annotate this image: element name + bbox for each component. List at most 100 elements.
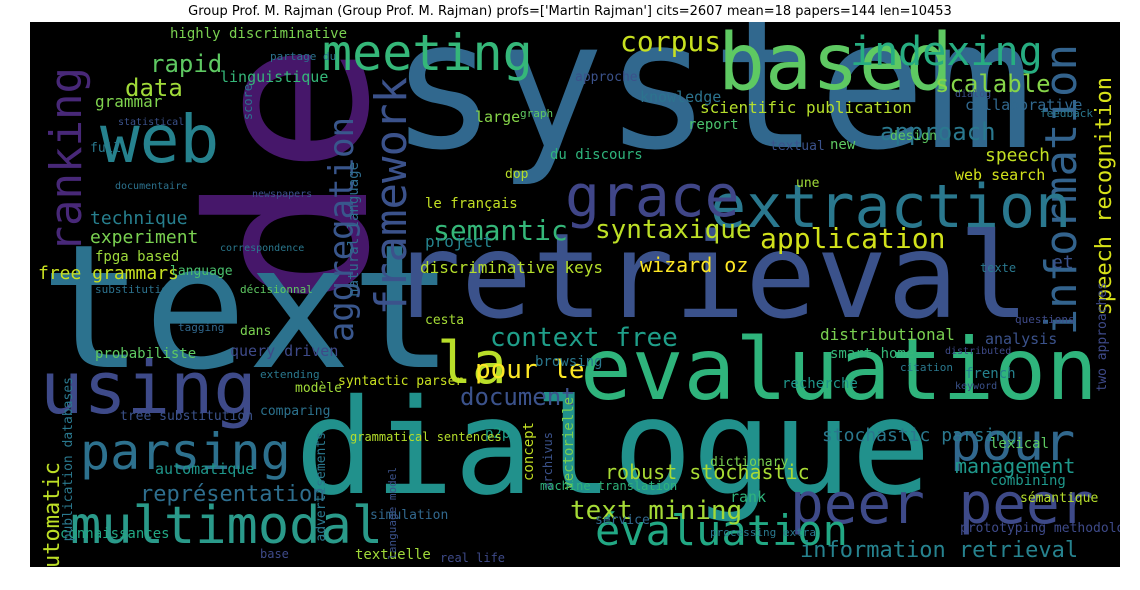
word-keyword: keyword (955, 381, 998, 392)
word-web-search: web search (955, 166, 1046, 184)
word-textual: textual (770, 139, 825, 154)
word-questions: questions (1015, 313, 1075, 326)
word-wizard-oz: wizard oz (640, 253, 749, 277)
word-cesta: cesta (425, 313, 465, 328)
word-parsing: parsing (80, 423, 291, 481)
word-ranking: ranking (41, 67, 92, 253)
word-management: management (955, 454, 1076, 478)
word-collaborative: collaborative (965, 96, 1083, 114)
word-semantique: sémantique (1020, 491, 1099, 506)
word-du-discours: du discours (550, 147, 643, 163)
word-dans: dans (240, 324, 272, 339)
word-scalable: scalable (935, 70, 1051, 98)
word-smart-home: smart home (830, 346, 915, 362)
word-browsing: browsing (535, 354, 603, 370)
word-semantic: semantic (433, 214, 568, 247)
word-et: et (1052, 252, 1074, 273)
word-concept: concept (521, 422, 537, 482)
word-highly-discriminative: highly discriminative (170, 26, 348, 42)
word-grammatical-sentences: grammatical sentences (350, 430, 502, 444)
word-texte: texte (980, 261, 1017, 275)
word-meeting: meeting (322, 24, 533, 82)
word-correspondence: correspondence (220, 243, 305, 254)
word-robust-stochastic: robust stochastic (605, 460, 810, 484)
word-dictionary: dictionary (710, 455, 789, 470)
word-extending: extending (260, 368, 320, 381)
word-system: system (390, 22, 1033, 189)
word-statistical: statistical (118, 117, 185, 128)
word-technique: technique (90, 208, 188, 229)
word-linguistique: linguistique (220, 68, 329, 86)
word-automatique: automatique (155, 460, 255, 478)
word-representation: représentation (140, 482, 326, 507)
word-score: score (241, 84, 255, 121)
word-full: full (90, 141, 122, 156)
word-approach: approach (880, 118, 996, 146)
word-information-retrieval: information retrieval (800, 538, 1079, 563)
word-framework: framework (366, 77, 417, 316)
word-using: using (40, 346, 257, 430)
word-two-approaches: two approaches (1095, 282, 1110, 392)
word-feedback: feedback (1040, 107, 1093, 120)
word-language-model: language model (386, 467, 399, 560)
word-distributional: distributional (820, 325, 955, 344)
word-rapid: rapid (150, 50, 223, 78)
word-stochastic-parsing: stochastic parsing (822, 425, 1018, 446)
word-speech-recognition: speech recognition (1092, 77, 1117, 316)
word-combining: combining (990, 473, 1066, 489)
word-cloud-canvas: system de text retrieval dialogue evalua… (30, 22, 1120, 567)
word-dialog: dialog (955, 89, 992, 100)
word-pour: pour (950, 413, 1076, 473)
word-fpga-based: fpga based (95, 249, 180, 265)
word-knowledge: knowledge (640, 88, 722, 106)
word-vectorielle: vectorielle (561, 397, 577, 490)
word-prototyping-methodology: prototyping methodology (960, 521, 1120, 536)
word-distributed: distributed (945, 346, 1012, 357)
word-extraction: extraction (710, 172, 1072, 242)
word-tree-substitution: tree substitution (120, 409, 254, 424)
word-graph: graph (520, 107, 554, 120)
word-analysis: analysis (985, 330, 1058, 348)
word-context-free: context free (490, 323, 678, 353)
word-corpus: corpus (620, 25, 722, 58)
word-free-grammars: free grammars (38, 263, 179, 284)
word-evaluation-fr: évaluation (595, 506, 848, 555)
word-decisional: décisionnal (240, 283, 313, 296)
word-lexical: lexical (990, 436, 1050, 452)
word-web: web (100, 101, 220, 178)
word-indexing: indexing (850, 29, 1043, 75)
word-une: une (796, 176, 820, 191)
word-partage-du: partage du (270, 50, 337, 63)
word-machine-translation: machine translation (540, 479, 678, 493)
word-newspapers: newspapers (252, 189, 313, 200)
word-substitution: substitution (95, 283, 175, 296)
word-publication-databases: publication databases (61, 377, 76, 542)
word-natural-language: natural language (346, 162, 362, 297)
word-french: french (965, 366, 1016, 382)
word-simulation: simulation (370, 508, 449, 523)
word-text: text (40, 207, 455, 408)
word-pour-le: pour le (475, 355, 585, 385)
word-retrieval: retrieval (390, 207, 1030, 345)
word-service: service (595, 513, 650, 528)
word-connaissances: connaissances (60, 526, 170, 542)
word-data: data (125, 74, 183, 102)
word-project: project (425, 232, 493, 251)
word-rank: rank (730, 488, 767, 506)
word-grace: grace (565, 162, 740, 230)
word-design: design (890, 129, 937, 144)
word-le-francais: le français (425, 196, 518, 212)
word-textuelle: textuelle (355, 547, 431, 563)
word-discriminative-keys: discriminative keys (420, 258, 604, 277)
word-tagging: tagging (178, 321, 225, 334)
word-modele: modèle (295, 381, 342, 396)
word-approche: approche (575, 70, 638, 85)
word-processing-extra: processing extra (710, 526, 816, 539)
word-probabiliste: probabiliste (95, 346, 197, 362)
word-application: application (760, 222, 946, 255)
word-evaluation: evaluation (580, 320, 1098, 420)
word-speech: speech (985, 145, 1051, 166)
word-report: report (688, 117, 739, 133)
word-based: based (718, 22, 953, 108)
word-language: language (170, 264, 233, 279)
